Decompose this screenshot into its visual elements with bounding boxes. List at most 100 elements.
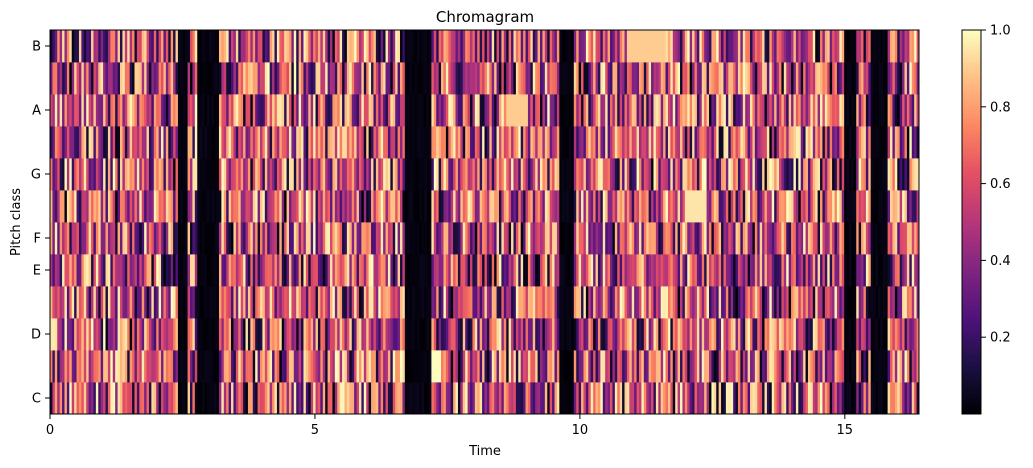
- heatmap-cell: [358, 382, 362, 415]
- heatmap-cell: [163, 286, 167, 319]
- heatmap-cell: [402, 190, 406, 223]
- heatmap-cell: [385, 30, 389, 63]
- heatmap-cell: [836, 30, 840, 63]
- heatmap-cell: [593, 350, 596, 383]
- colorbar-segment: [962, 178, 981, 183]
- heatmap-cell: [438, 222, 442, 255]
- heatmap-cell: [882, 126, 886, 159]
- heatmap-cell: [682, 126, 686, 159]
- heatmap-cell: [708, 254, 712, 287]
- heatmap-cell: [672, 30, 676, 63]
- heatmap-cell: [163, 62, 167, 95]
- heatmap-cell: [54, 126, 58, 159]
- heatmap-cell: [296, 350, 300, 383]
- heatmap-cell: [593, 318, 596, 351]
- heatmap-cell: [675, 382, 679, 415]
- heatmap-cell: [134, 158, 138, 191]
- heatmap-cell: [320, 190, 324, 223]
- heatmap-cell: [146, 222, 150, 255]
- heatmap-cell: [303, 350, 307, 383]
- heatmap-cell: [626, 350, 630, 383]
- heatmap-cell: [537, 222, 541, 255]
- heatmap-cell: [841, 254, 845, 287]
- heatmap-cell: [407, 30, 411, 63]
- heatmap-cell: [752, 126, 756, 159]
- heatmap-cell: [472, 30, 476, 63]
- heatmap-cell: [139, 30, 143, 63]
- heatmap-cell: [489, 126, 493, 159]
- heatmap-cell: [284, 350, 287, 383]
- heatmap-cell: [177, 318, 181, 351]
- heatmap-cell: [641, 158, 645, 191]
- heatmap-cell: [404, 126, 408, 159]
- heatmap-cell: [699, 318, 703, 351]
- heatmap-cell: [313, 158, 316, 191]
- heatmap-cell: [636, 190, 640, 223]
- heatmap-cell: [723, 286, 727, 319]
- heatmap-cell: [665, 190, 669, 223]
- heatmap-cell: [151, 62, 155, 95]
- heatmap-cell: [373, 190, 377, 223]
- heatmap-cell: [515, 94, 519, 127]
- heatmap-cell: [482, 190, 485, 223]
- heatmap-cell: [776, 382, 780, 415]
- heatmap-cell: [667, 254, 671, 287]
- heatmap-cell: [593, 62, 596, 95]
- heatmap-cell: [139, 222, 143, 255]
- heatmap-cell: [916, 254, 920, 287]
- heatmap-cell: [337, 254, 341, 287]
- heatmap-cell: [257, 126, 261, 159]
- heatmap-cell: [757, 318, 761, 351]
- heatmap-cell: [523, 62, 526, 95]
- heatmap-cell: [361, 126, 365, 159]
- heatmap-cell: [515, 190, 519, 223]
- heatmap-cell: [124, 62, 128, 95]
- heatmap-cell: [648, 350, 652, 383]
- heatmap-cell: [400, 126, 403, 159]
- heatmap-cell: [745, 30, 749, 63]
- heatmap-cell: [670, 126, 674, 159]
- heatmap-cell: [240, 62, 244, 95]
- heatmap-cell: [436, 126, 440, 159]
- heatmap-cell: [395, 350, 398, 383]
- heatmap-cell: [332, 254, 336, 287]
- colorbar-segment: [962, 162, 981, 167]
- heatmap-cell: [897, 350, 901, 383]
- heatmap-cell: [315, 158, 319, 191]
- heatmap-cell: [127, 254, 131, 287]
- heatmap-cell: [803, 158, 806, 191]
- heatmap-cell: [293, 126, 297, 159]
- heatmap-cell: [419, 158, 423, 191]
- heatmap-cell: [494, 62, 497, 95]
- heatmap-cell: [578, 318, 582, 351]
- heatmap-cell: [83, 318, 87, 351]
- heatmap-cell: [822, 190, 826, 223]
- heatmap-cell: [136, 318, 140, 351]
- heatmap-cell: [791, 318, 794, 351]
- heatmap-cell: [887, 318, 891, 351]
- heatmap-cell: [322, 62, 326, 95]
- heatmap-cell: [648, 62, 652, 95]
- heatmap-cell: [112, 94, 116, 127]
- heatmap-cell: [279, 382, 283, 415]
- heatmap-cell: [428, 318, 432, 351]
- heatmap-cell: [358, 30, 362, 63]
- heatmap-cell: [260, 286, 263, 319]
- heatmap-cell: [366, 190, 370, 223]
- heatmap-cell: [892, 126, 896, 159]
- heatmap-cell: [103, 350, 106, 383]
- heatmap-cell: [607, 62, 611, 95]
- heatmap-cell: [735, 190, 739, 223]
- heatmap-cell: [530, 30, 534, 63]
- heatmap-cell: [807, 190, 811, 223]
- heatmap-cell: [501, 190, 505, 223]
- heatmap-cell: [590, 126, 594, 159]
- heatmap-cell: [578, 286, 582, 319]
- heatmap-cell: [351, 286, 355, 319]
- heatmap-cell: [774, 286, 777, 319]
- heatmap-cell: [288, 350, 292, 383]
- heatmap-cell: [554, 286, 558, 319]
- heatmap-cell: [851, 318, 855, 351]
- heatmap-cell: [631, 94, 635, 127]
- colorbar-segment: [962, 142, 981, 147]
